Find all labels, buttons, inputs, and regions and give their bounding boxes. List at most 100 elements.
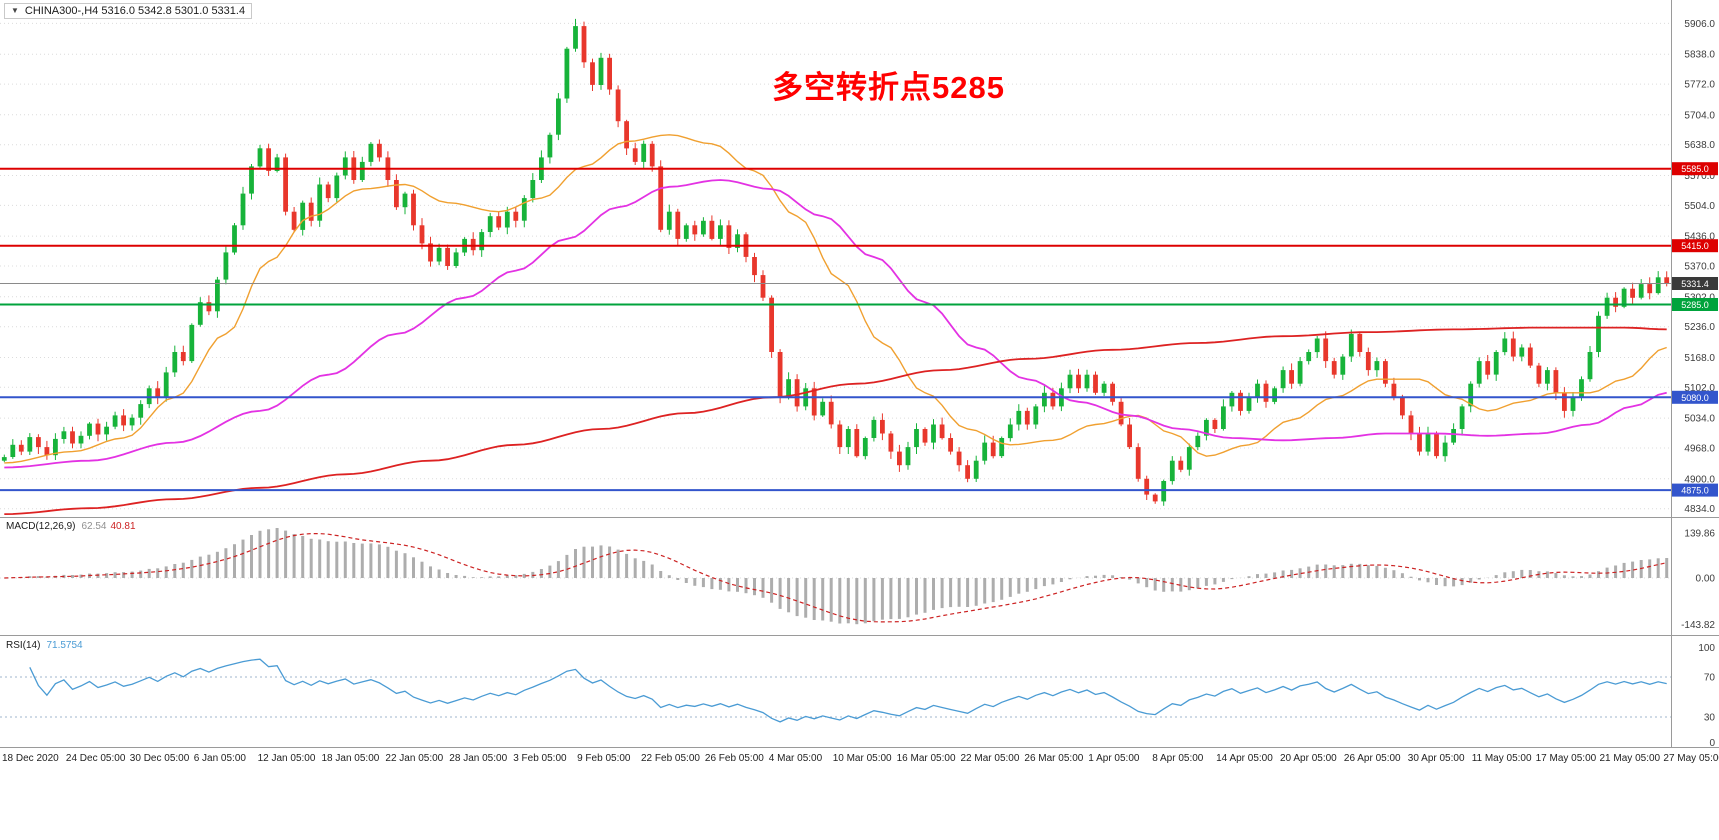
candle-body xyxy=(811,388,817,416)
candle-body xyxy=(888,433,894,452)
candle-body xyxy=(1007,424,1013,439)
candle-body xyxy=(1093,374,1098,393)
candle-body xyxy=(1408,415,1414,434)
candle-body xyxy=(1451,429,1456,443)
candle-body xyxy=(871,419,877,438)
price-tick-label: 4968.0 xyxy=(1684,444,1715,455)
rsi-tick-label: 100 xyxy=(1698,643,1715,654)
time-tick-label: 18 Dec 2020 xyxy=(2,753,59,764)
candle-body xyxy=(394,180,399,208)
svg-text:5285.0: 5285.0 xyxy=(1681,300,1709,310)
candle-body xyxy=(291,211,297,230)
candle-body xyxy=(112,415,118,427)
candle-body xyxy=(1527,347,1533,366)
candle-body xyxy=(1033,406,1039,425)
candle-body xyxy=(61,431,67,439)
candle-body xyxy=(411,193,416,226)
candle-body xyxy=(837,424,843,448)
time-tick-label: 11 May 05:00 xyxy=(1472,753,1532,764)
candle-body xyxy=(487,216,493,232)
time-tick-label: 30 Dec 05:00 xyxy=(130,753,190,764)
candle-body xyxy=(1118,401,1124,425)
candle-body xyxy=(189,324,195,362)
candle-body xyxy=(581,26,587,63)
candle-body xyxy=(905,447,911,466)
candle-body xyxy=(1263,383,1269,402)
candle-body xyxy=(999,438,1005,457)
candle-body xyxy=(1289,370,1294,384)
macd-name: MACD(12,26,9) xyxy=(6,521,76,532)
candle-body xyxy=(1186,447,1192,470)
macd-tick-label: 0.00 xyxy=(1696,574,1716,585)
candle-body xyxy=(1084,374,1090,389)
candle-body xyxy=(828,401,834,425)
candle-body xyxy=(1314,338,1320,353)
time-tick-label: 8 Apr 05:00 xyxy=(1152,753,1204,764)
candle-body xyxy=(197,302,203,325)
chart-menu-icon[interactable]: ▼ xyxy=(11,6,19,15)
candle-body xyxy=(1357,333,1363,352)
candle-body xyxy=(939,424,945,439)
candle-body xyxy=(1391,383,1397,398)
candle-body xyxy=(1468,383,1474,407)
time-tick-label: 28 Jan 05:00 xyxy=(449,753,507,764)
candle-body xyxy=(973,460,979,479)
candle-body xyxy=(965,465,970,479)
candle-body xyxy=(1604,297,1610,316)
candle-body xyxy=(18,444,24,452)
macd-main-value: 62.54 xyxy=(81,521,107,532)
candle-body xyxy=(735,234,740,248)
candle-body xyxy=(683,225,689,239)
candle-body xyxy=(573,26,578,49)
candle-body xyxy=(1459,406,1465,429)
price-tick-label: 5772.0 xyxy=(1684,80,1715,91)
time-tick-label: 20 Apr 05:00 xyxy=(1280,753,1337,764)
candle-body xyxy=(521,198,527,221)
candle-body xyxy=(624,121,629,149)
candle-body xyxy=(317,184,323,221)
candle-body xyxy=(1169,460,1175,482)
svg-text:5331.4: 5331.4 xyxy=(1681,279,1709,289)
svg-text:5080.0: 5080.0 xyxy=(1681,393,1709,403)
candle-body xyxy=(1400,397,1405,416)
candle-body xyxy=(675,211,681,239)
candle-body xyxy=(470,238,476,251)
candle-body xyxy=(1519,347,1525,357)
chart-symbol-header: ▼ CHINA300-,H4 5316.0 5342.8 5301.0 5331… xyxy=(4,3,253,19)
current-price-tag: 5331.4 xyxy=(1672,277,1718,290)
price-tick-label: 4900.0 xyxy=(1684,474,1715,485)
price-tick-label: 5838.0 xyxy=(1684,50,1715,61)
ma-mid-line xyxy=(4,179,1667,469)
rsi-tick-label: 70 xyxy=(1704,673,1716,684)
macd-tick-label: 139.86 xyxy=(1684,529,1715,540)
time-tick-label: 26 Mar 05:00 xyxy=(1024,753,1083,764)
rsi-value: 71.5754 xyxy=(46,640,83,651)
candle-body xyxy=(1238,392,1243,411)
time-axis: 18 Dec 2020 24 Dec 05:00 30 Dec 05:00 6 Jan… xyxy=(2,753,1719,764)
candle-body xyxy=(931,424,936,443)
candle-body xyxy=(334,175,340,199)
candle-body xyxy=(1306,352,1312,362)
candle-body xyxy=(1383,361,1388,384)
candle-body xyxy=(10,444,16,457)
time-tick-label: 22 Feb 05:00 xyxy=(641,753,700,764)
candle-body xyxy=(649,143,655,167)
candle-body xyxy=(1621,288,1627,307)
level-price-tag-5415.0: 5415.0 xyxy=(1672,239,1718,253)
ma-slow-line xyxy=(4,326,1667,515)
candle-body xyxy=(240,193,246,226)
candle-body xyxy=(556,98,561,135)
candle-body xyxy=(1365,352,1371,371)
candle-body xyxy=(752,257,757,276)
candle-body xyxy=(1297,361,1303,384)
time-tick-label: 14 Apr 05:00 xyxy=(1216,753,1273,764)
candle-body xyxy=(1042,392,1047,407)
candle-body xyxy=(283,157,288,212)
candle-body xyxy=(615,89,621,122)
candle-body xyxy=(163,372,169,398)
candle-body xyxy=(1229,392,1235,407)
candle-body xyxy=(1110,383,1115,402)
macd-signal-value: 40.81 xyxy=(110,521,136,532)
